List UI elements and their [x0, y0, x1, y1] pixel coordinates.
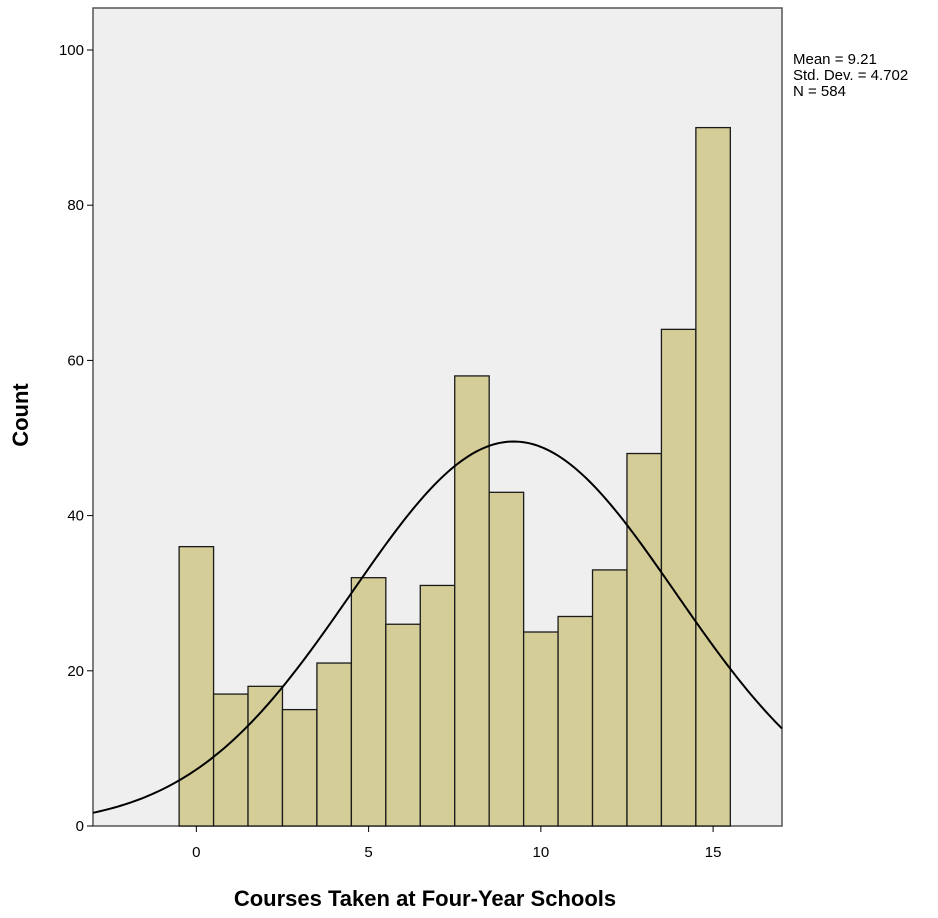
x-tick-label-5: 5: [364, 844, 372, 861]
bar-5: [350, 577, 387, 827]
bar-15: [695, 126, 731, 827]
x-axis-title: Courses Taken at Four-Year Schools: [234, 886, 616, 911]
y-axis-title: Count: [8, 383, 33, 447]
stat-std-dev: Std. Dev. = 4.702: [793, 67, 909, 84]
normal-curve: [92, 440, 783, 814]
stat-mean: Mean = 9.21: [793, 51, 877, 68]
bar-6: [385, 623, 421, 827]
y-tick-label-0: 0: [76, 818, 84, 835]
bar-4: [316, 662, 353, 827]
bar-14: [660, 328, 697, 827]
bar-13: [626, 452, 663, 827]
y-tick-label-40: 40: [67, 508, 84, 525]
y-tick-label-60: 60: [67, 352, 84, 369]
x-tick-label-10: 10: [533, 844, 550, 861]
bar-3: [281, 708, 318, 827]
stat-n: N = 584: [793, 83, 846, 100]
stats-box: Mean = 9.21 Std. Dev. = 4.702 N = 584: [793, 52, 908, 100]
y-tick-label-100: 100: [59, 42, 84, 59]
bar-11: [557, 615, 594, 827]
x-tick-label-15: 15: [705, 844, 722, 861]
axes-group: 0 20 40 60 80 100 0 5 10 15: [59, 42, 721, 861]
bar-8: [454, 375, 490, 827]
bar-0: [178, 545, 215, 827]
bars-group: [178, 126, 731, 827]
bar-7: [419, 584, 456, 827]
bar-1: [212, 693, 249, 827]
y-tick-label-80: 80: [67, 197, 84, 214]
y-tick-label-20: 20: [67, 663, 84, 680]
bar-9: [488, 491, 525, 827]
bar-10: [522, 631, 559, 827]
bar-12: [591, 569, 628, 827]
x-tick-label-0: 0: [192, 844, 200, 861]
